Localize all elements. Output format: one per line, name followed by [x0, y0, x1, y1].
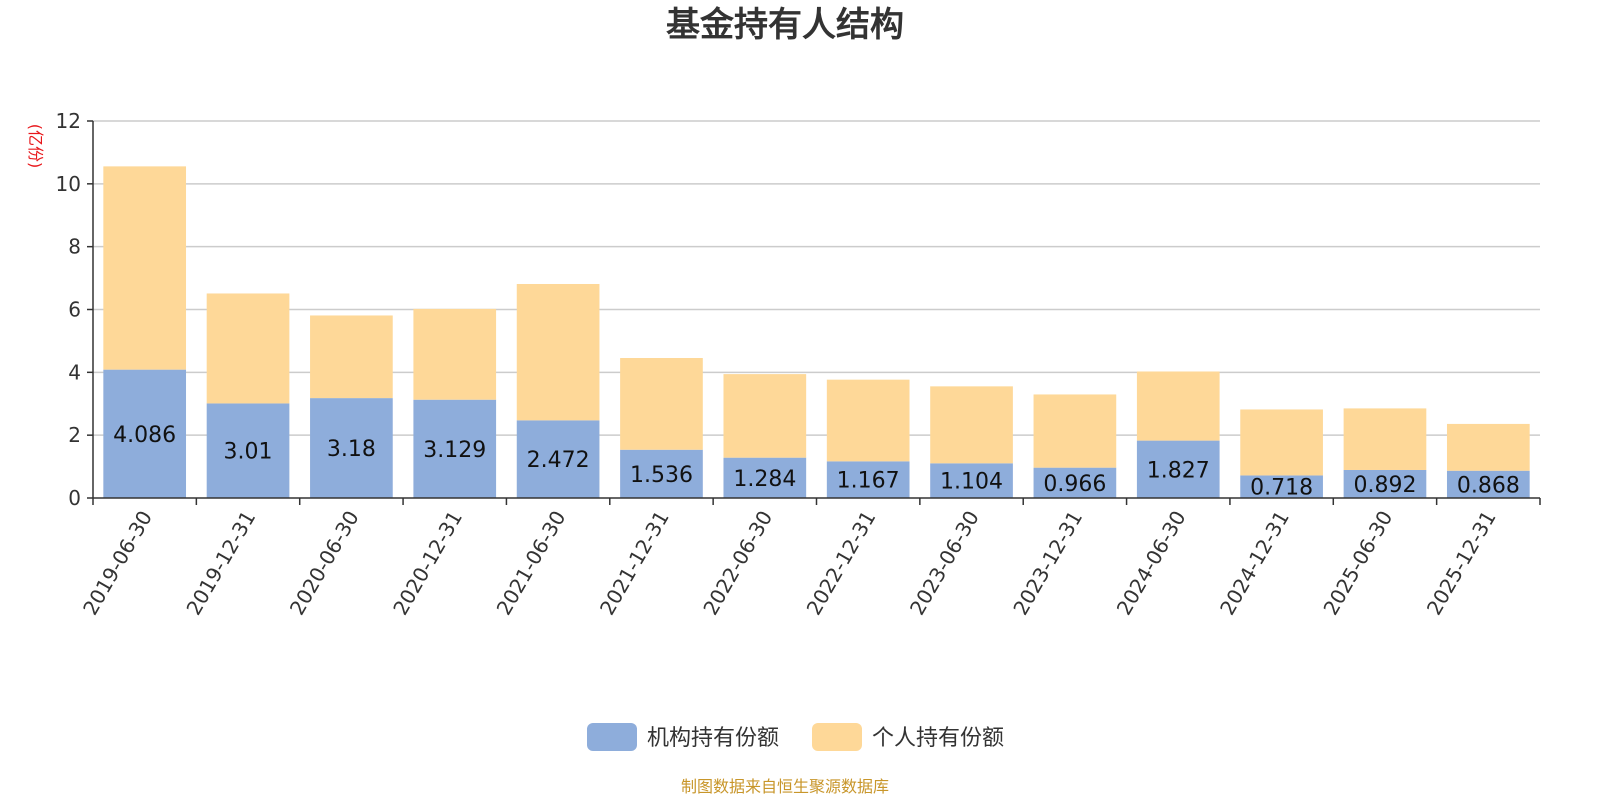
bar-individual[interactable]	[620, 358, 703, 450]
bar-individual[interactable]	[310, 315, 393, 399]
value-label-institutional: 0.718	[1250, 476, 1313, 501]
x-tick-label: 2021-06-30	[492, 507, 571, 620]
value-label-institutional: 2.472	[527, 448, 590, 473]
bar-institutional[interactable]	[310, 398, 393, 498]
y-tick-label: 4	[68, 360, 81, 384]
bar-institutional[interactable]	[1136, 440, 1220, 498]
bar-individual[interactable]	[1136, 371, 1220, 441]
x-axis-ticks: 2019-06-30 2019-12-31 2020-06-30 2020-12-31…	[78, 498, 1541, 620]
bar-institutional[interactable]	[103, 369, 187, 498]
y-tick-label: 12	[56, 109, 81, 133]
y-tick-label: 0	[68, 486, 81, 510]
bar-institutional[interactable]	[930, 463, 1013, 498]
x-tick-label: 2022-06-30	[698, 507, 777, 620]
bar-individual[interactable]	[206, 293, 290, 404]
value-label-institutional: 3.129	[423, 438, 486, 463]
y-tick-label: 10	[56, 172, 81, 196]
value-label-institutional: 0.966	[1043, 472, 1106, 497]
bar-institutional[interactable]	[826, 461, 910, 498]
value-label-institutional: 0.892	[1353, 473, 1416, 498]
x-tick-label: 2020-06-30	[285, 507, 364, 620]
bar-individual[interactable]	[1240, 409, 1323, 476]
bars	[103, 166, 1530, 498]
bar-individual[interactable]	[1033, 394, 1117, 468]
y-axis-ticks: 0 2 4 6 8 10 12	[56, 109, 93, 510]
bar-institutional[interactable]	[1240, 475, 1323, 498]
value-label-institutional: 1.536	[630, 463, 693, 488]
bar-institutional[interactable]	[413, 399, 497, 498]
value-label-institutional: 1.167	[837, 469, 900, 494]
legend-item-individual[interactable]: 个人持有份额	[812, 723, 1004, 751]
bar-individual[interactable]	[930, 386, 1013, 464]
x-tick-label: 2025-06-30	[1318, 507, 1397, 620]
bar-institutional[interactable]	[1343, 469, 1427, 498]
x-tick-label: 2021-12-31	[595, 507, 674, 620]
value-label-institutional: 3.01	[224, 440, 273, 465]
chart-title: 基金持有人结构	[666, 5, 904, 45]
bar-institutional[interactable]	[620, 449, 703, 498]
y-tick-label: 8	[68, 235, 81, 259]
legend-swatch-individual	[812, 723, 862, 751]
value-labels: 4.086 3.01 3.18 3.129 2.472 1.536 1.284 1.167 1.…	[113, 423, 1520, 501]
bar-institutional[interactable]	[206, 403, 290, 498]
bar-individual[interactable]	[413, 308, 497, 400]
source-note: 制图数据来自恒生聚源数据库	[681, 777, 889, 796]
legend: 机构持有份额 个人持有份额	[587, 723, 1004, 751]
x-tick-label: 2019-06-30	[78, 507, 157, 620]
bar-individual[interactable]	[516, 283, 600, 421]
value-label-institutional: 1.284	[733, 467, 796, 492]
x-tick-label: 2022-12-31	[802, 507, 881, 620]
value-label-institutional: 3.18	[327, 437, 376, 462]
y-axis-unit-label: (亿份)	[26, 124, 45, 169]
x-tick-label: 2019-12-31	[181, 507, 260, 620]
x-tick-label: 2025-12-31	[1422, 507, 1501, 620]
x-tick-label: 2024-06-30	[1112, 507, 1191, 620]
bar-individual[interactable]	[723, 374, 807, 458]
y-tick-label: 6	[68, 298, 81, 322]
x-tick-label: 2023-06-30	[905, 506, 984, 619]
bar-institutional[interactable]	[1446, 470, 1530, 498]
y-tick-label: 2	[68, 423, 81, 447]
bar-individual[interactable]	[826, 379, 910, 462]
legend-swatch-institutional	[587, 723, 637, 751]
bar-institutional[interactable]	[723, 457, 807, 498]
legend-item-institutional[interactable]: 机构持有份额	[587, 723, 779, 751]
bar-institutional[interactable]	[1033, 467, 1117, 498]
value-label-institutional: 1.827	[1147, 458, 1210, 483]
x-tick-label: 2024-12-31	[1215, 507, 1294, 620]
value-label-institutional: 1.104	[940, 470, 1003, 495]
bar-individual[interactable]	[1343, 408, 1427, 470]
bar-individual[interactable]	[1446, 423, 1530, 471]
x-tick-label: 2023-12-31	[1008, 507, 1087, 620]
value-label-institutional: 0.868	[1457, 473, 1520, 498]
x-tick-label: 2020-12-31	[388, 507, 467, 620]
value-label-institutional: 4.086	[113, 423, 176, 448]
bar-individual[interactable]	[103, 166, 187, 370]
bar-institutional[interactable]	[516, 420, 600, 498]
legend-label-individual: 个人持有份额	[872, 726, 1004, 751]
legend-label-institutional: 机构持有份额	[647, 726, 779, 751]
